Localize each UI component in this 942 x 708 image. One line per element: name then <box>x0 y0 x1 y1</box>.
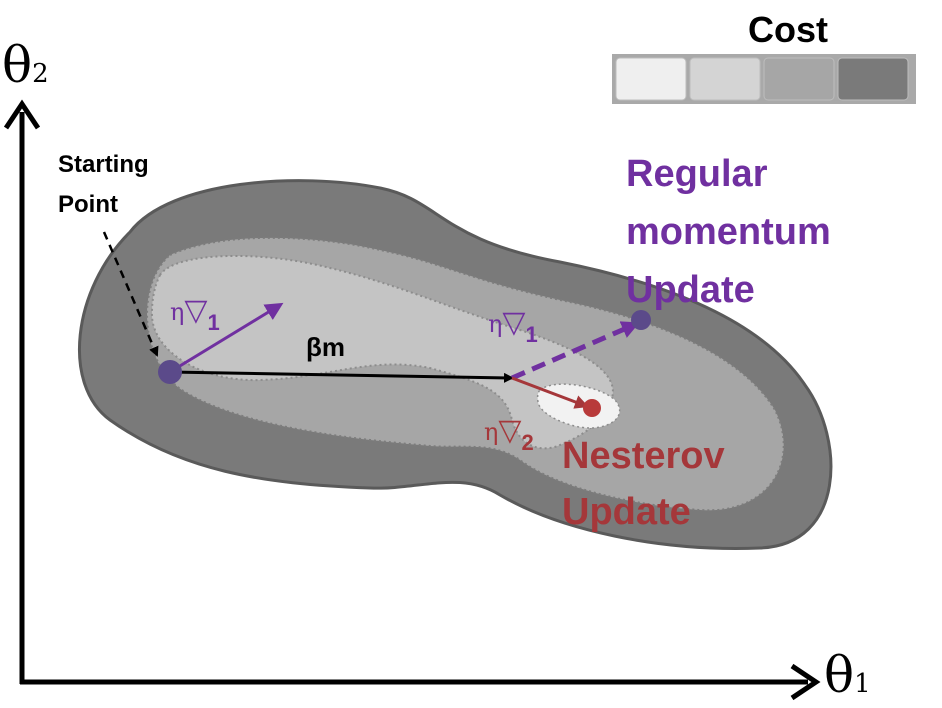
y-axis-subscript: 2 <box>32 59 49 89</box>
svg-text:Starting Point: Starting Point <box>58 151 155 218</box>
beta-m-label: βm <box>306 332 345 362</box>
subscript-nesterov: 2 <box>521 430 533 455</box>
svg-text:Nesterov Update: Nesterov Update <box>562 435 735 533</box>
legend-swatch-1 <box>615 57 687 101</box>
legend-title: Cost <box>748 9 828 50</box>
subscript-start: 1 <box>207 310 219 335</box>
svg-text:η▽2: η▽2 <box>484 414 534 455</box>
nesterov-label-line2: Update <box>562 491 691 533</box>
regular-label-line2: momentum <box>626 211 831 253</box>
svg-text:η▽1: η▽1 <box>488 306 538 347</box>
momentum-arrow <box>169 370 514 383</box>
svg-text:η▽1: η▽1 <box>170 294 220 335</box>
eta-symbol-nesterov: η <box>484 418 498 446</box>
legend-swatches <box>615 57 909 101</box>
legend-swatch-3 <box>763 57 835 101</box>
nabla-symbol-mid: ▽ <box>502 306 525 339</box>
starting-point-label-line1: Starting <box>58 151 149 178</box>
nesterov-point <box>583 399 601 417</box>
eta-symbol-start: η <box>170 298 184 326</box>
svg-text:Regular momentum Updat: Regular momentum Update <box>626 153 841 311</box>
nabla-symbol-start: ▽ <box>184 294 207 327</box>
starting-point-dot <box>158 360 182 384</box>
x-axis-arrowhead <box>790 663 821 701</box>
regular-momentum-arrow <box>511 321 640 381</box>
regular-label-line3: Update <box>626 269 755 311</box>
eta-symbol-mid: η <box>488 310 502 338</box>
x-axis-subscript: 1 <box>854 669 871 699</box>
x-axis-symbol: θ <box>824 646 854 704</box>
legend-swatch-2 <box>689 57 761 101</box>
starting-point-label-line2: Point <box>58 191 118 218</box>
subscript-mid: 1 <box>525 322 537 347</box>
y-axis-symbol: θ <box>2 36 32 94</box>
regular-momentum-point <box>631 310 651 330</box>
nesterov-label-line1: Nesterov <box>562 435 725 477</box>
nabla-symbol-nesterov: ▽ <box>498 414 521 447</box>
svg-text:θ2: θ2 <box>2 36 49 94</box>
gradient-arrow-start <box>169 302 284 374</box>
regular-label-line1: Regular <box>626 153 768 195</box>
svg-text:θ1: θ1 <box>824 646 871 704</box>
nesterov-arrow <box>511 376 589 409</box>
legend-swatch-4 <box>837 57 909 101</box>
y-axis-arrowhead <box>3 99 41 130</box>
